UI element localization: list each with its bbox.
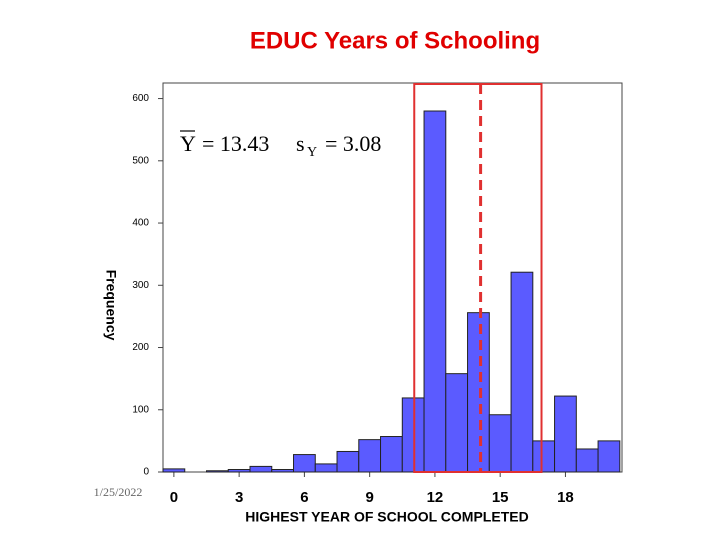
x-axis-label: HIGHEST YEAR OF SCHOOL COMPLETED — [245, 509, 528, 525]
y-tick-label: 200 — [132, 342, 149, 353]
bar — [249, 465, 273, 473]
mean-symbol: Y — [180, 131, 196, 156]
bar — [162, 468, 186, 473]
mean-text: = 13.43 — [202, 131, 269, 156]
bar — [401, 397, 425, 473]
x-tick-label: 18 — [557, 489, 574, 506]
x-tick-label: 6 — [300, 489, 308, 506]
chart-title: EDUC Years of Schooling — [250, 27, 540, 54]
y-tick-label: 100 — [132, 404, 149, 415]
bar — [380, 436, 403, 473]
date: 1/25/2022 — [94, 485, 143, 499]
bar — [314, 463, 338, 473]
bar — [467, 312, 490, 473]
y-tick-label: 600 — [132, 93, 149, 104]
bar — [293, 454, 316, 473]
bar — [510, 271, 534, 473]
bar — [206, 470, 229, 473]
x-tick-label: 0 — [170, 489, 178, 506]
bar — [271, 469, 295, 473]
x-tick-label: 3 — [235, 489, 243, 506]
bar — [554, 395, 577, 473]
x-tick-label: 15 — [492, 489, 509, 506]
y-axis-label: Frequency — [103, 270, 119, 341]
bar — [227, 469, 251, 473]
stats: Y = 13.43 s Y = 3.08 — [180, 130, 381, 160]
bar — [597, 440, 621, 473]
bar — [532, 440, 556, 473]
y-tick-label: 0 — [143, 467, 149, 478]
x-tick-label: 9 — [365, 489, 373, 506]
sd-text: = 3.08 — [325, 131, 381, 156]
sd-subscript: Y — [307, 145, 317, 160]
bar — [445, 373, 469, 473]
bar — [575, 448, 599, 473]
sd-symbol: s — [296, 131, 305, 156]
x-tick-label: 12 — [427, 489, 444, 506]
y-tick-label: 400 — [132, 218, 149, 229]
y-tick-label: 300 — [132, 280, 149, 291]
highlight-box — [413, 83, 543, 473]
plot-area — [162, 82, 623, 473]
bar — [336, 450, 360, 473]
bar — [423, 110, 447, 473]
bar — [488, 414, 512, 473]
y-tick-label: 500 — [132, 155, 149, 166]
bar — [358, 439, 382, 473]
